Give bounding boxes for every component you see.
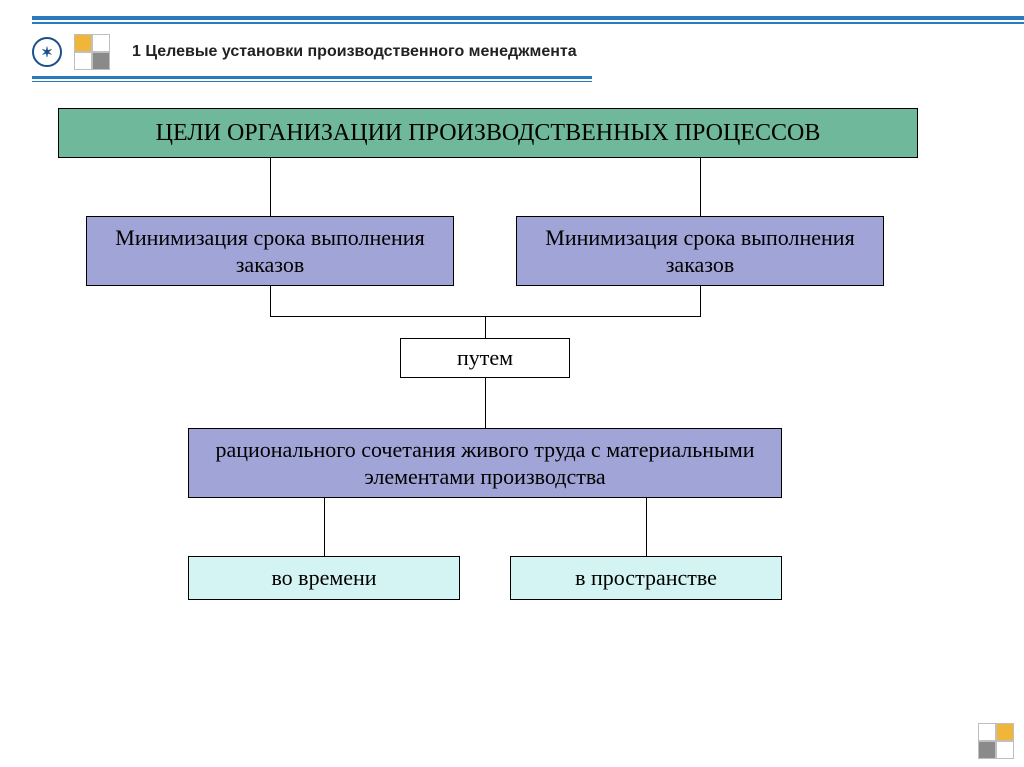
footer-squares-icon (978, 723, 1016, 761)
node-rational: рационального сочетания живого труда с м… (188, 428, 782, 498)
header-rule-thick (32, 16, 1024, 20)
connector-3 (700, 286, 701, 316)
connector-2 (270, 286, 271, 316)
header-rule-thin (32, 22, 1024, 24)
connector-0 (270, 158, 271, 216)
slide-header: ✶ 1 Целевые установки производственного … (32, 34, 992, 70)
node-time: во времени (188, 556, 460, 600)
header-underline-thin (32, 81, 592, 82)
header-underline-thick (32, 76, 592, 79)
logo-squares-icon (74, 34, 110, 70)
logo-sq-br (92, 52, 110, 70)
logo-sq-tr (92, 34, 110, 52)
footer-sq-bl (978, 741, 996, 759)
logo-circle-icon: ✶ (32, 37, 62, 67)
connector-7 (324, 498, 325, 556)
connector-8 (646, 498, 647, 556)
connector-6 (485, 378, 486, 428)
slide-title: 1 Целевые установки производственного ме… (132, 43, 577, 61)
diagram-stage: ЦЕЛИ ОРГАНИЗАЦИИ ПРОИЗВОДСТВЕННЫХ ПРОЦЕС… (38, 108, 938, 668)
node-left: Минимизация срока выполнения заказов (86, 216, 454, 286)
footer-sq-tl (978, 723, 996, 741)
footer-sq-tr (996, 723, 1014, 741)
connector-1 (700, 158, 701, 216)
logo-sq-bl (74, 52, 92, 70)
footer-sq-br (996, 741, 1014, 759)
node-root: ЦЕЛИ ОРГАНИЗАЦИИ ПРОИЗВОДСТВЕННЫХ ПРОЦЕС… (58, 108, 918, 158)
logo-sq-tl (74, 34, 92, 52)
connector-5 (485, 316, 486, 338)
node-space: в пространстве (510, 556, 782, 600)
node-right: Минимизация срока выполнения заказов (516, 216, 884, 286)
node-by: путем (400, 338, 570, 378)
